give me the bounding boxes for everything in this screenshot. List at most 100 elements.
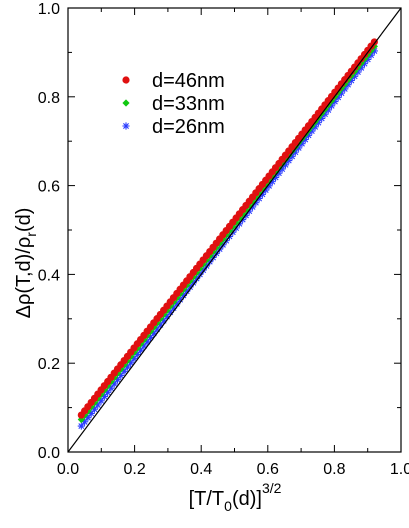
axis-ticks: 0.0 0.2 0.4 0.6 0.8 1.0 0.0 0.2 0.4 0.6 0.8 1.0 <box>38 1 409 478</box>
data-point-d=26nm-32 <box>183 287 191 295</box>
data-point-d=26nm-83 <box>351 72 359 80</box>
data-point-d=26nm-77 <box>331 97 339 106</box>
data-point-d=26nm-69 <box>304 131 313 139</box>
data-point-d=26nm-17 <box>133 350 141 359</box>
data-point-d=26nm-73 <box>318 114 326 123</box>
data-point-d=26nm-74 <box>321 110 329 118</box>
data-point-d=26nm-7 <box>100 392 108 401</box>
data-point-d=26nm-10 <box>110 380 118 388</box>
plot-marks <box>77 38 378 430</box>
data-point-d=26nm-24 <box>156 321 164 329</box>
data-point-d=26nm-12 <box>117 371 125 380</box>
data-point-d=26nm-54 <box>255 194 263 203</box>
data-point-d=26nm-35 <box>192 274 201 283</box>
data-point-d=26nm-11 <box>113 376 122 384</box>
legend-marker-d=33nm <box>122 99 130 107</box>
data-point-d=26nm-27 <box>166 308 174 316</box>
data-point-d=26nm-14 <box>123 363 132 371</box>
data-point-d=26nm-78 <box>334 93 342 101</box>
data-point-d=26nm-61 <box>278 165 286 173</box>
data-point-d=26nm-65 <box>291 148 299 156</box>
data-point-d=26nm-18 <box>136 346 145 354</box>
data-point-d=26nm-37 <box>199 266 207 274</box>
data-point-d=26nm-85 <box>357 64 365 72</box>
legend-label-d=26nm: d=26nm <box>152 116 225 138</box>
x-tick-label-5: 1.0 <box>390 461 409 478</box>
data-point-d=26nm-5 <box>94 401 102 409</box>
reference-line-layer <box>67 7 402 453</box>
y-axis-title-post: (d) <box>13 208 35 232</box>
data-point-d=26nm-23 <box>153 325 161 333</box>
data-point-d=26nm-38 <box>202 262 211 270</box>
data-point-d=26nm-66 <box>295 144 303 152</box>
legend-marker-d=46nm <box>122 76 130 84</box>
legend-label-d=33nm: d=33nm <box>152 93 225 115</box>
data-point-d=26nm-9 <box>107 384 115 392</box>
data-point-d=26nm-71 <box>311 123 319 131</box>
data-point-d=26nm-86 <box>360 60 369 68</box>
x-tick-label-4: 0.8 <box>323 461 345 478</box>
x-axis-title-sub: 0 <box>224 498 232 514</box>
data-point-d=26nm-81 <box>344 81 352 89</box>
legend-label-d=46nm: d=46nm <box>152 70 225 92</box>
data-point-d=26nm-58 <box>268 178 276 186</box>
x-tick-label-2: 0.4 <box>190 461 212 478</box>
data-point-d=26nm-16 <box>130 355 138 363</box>
data-point-d=26nm-60 <box>275 169 283 177</box>
y-tick-label-2: 0.4 <box>38 267 60 284</box>
y-tick-label-1: 0.2 <box>38 356 60 373</box>
data-point-d=26nm-80 <box>341 85 349 93</box>
data-point-d=26nm-40 <box>209 253 217 262</box>
data-point-d=26nm-31 <box>179 291 187 300</box>
data-point-d=26nm-88 <box>367 51 375 59</box>
data-point-d=26nm-75 <box>324 106 332 114</box>
data-point-d=26nm-72 <box>314 119 322 127</box>
data-point-d=26nm-29 <box>173 300 181 308</box>
data-point-d=26nm-26 <box>163 312 171 321</box>
data-point-d=26nm-57 <box>265 182 273 190</box>
reference-line <box>67 7 402 453</box>
data-point-d=26nm-53 <box>252 199 260 207</box>
y-tick-label-3: 0.6 <box>38 179 60 196</box>
y-axis-title-pre: Δρ(T,d)/ρ <box>13 237 35 319</box>
x-tick-label-0: 0.0 <box>57 461 79 478</box>
data-point-d=26nm-13 <box>120 367 128 375</box>
data-point-d=26nm-34 <box>189 279 197 287</box>
data-point-d=26nm-67 <box>298 140 306 148</box>
x-tick-label-1: 0.2 <box>123 461 145 478</box>
data-point-d=26nm-25 <box>160 317 168 325</box>
data-point-d=26nm-82 <box>347 76 355 85</box>
data-point-d=26nm-56 <box>262 186 270 194</box>
data-point-d=26nm-4 <box>90 405 99 413</box>
x-axis-title-main: [T/T <box>189 488 225 510</box>
x-axis-title: [T/T0(d)]3/2 <box>189 480 282 514</box>
data-point-d=26nm-22 <box>150 329 158 337</box>
data-point-d=26nm-62 <box>281 161 290 169</box>
data-point-d=26nm-0 <box>77 422 85 430</box>
data-point-d=26nm-1 <box>81 418 89 426</box>
data-point-d=26nm-3 <box>87 409 95 418</box>
data-point-d=26nm-28 <box>169 304 178 312</box>
data-point-d=26nm-33 <box>186 283 194 291</box>
data-point-d=26nm-30 <box>176 296 184 304</box>
data-point-d=26nm-2 <box>84 414 92 422</box>
data-point-d=26nm-8 <box>104 388 112 396</box>
data-point-d=26nm-79 <box>337 89 346 97</box>
data-point-d=26nm-36 <box>196 270 204 278</box>
y-tick-label-4: 0.8 <box>38 90 60 107</box>
x-axis-title-sup: 3/2 <box>262 480 282 496</box>
data-point-d=26nm-20 <box>143 338 151 346</box>
y-axis-title-sub: r <box>23 232 39 237</box>
data-point-d=26nm-84 <box>354 68 362 76</box>
data-point-d=26nm-55 <box>258 190 267 198</box>
data-point-d=26nm-68 <box>301 135 309 144</box>
data-point-d=26nm-39 <box>206 258 214 266</box>
y-tick-label-0: 0.0 <box>38 445 60 462</box>
data-point-d=26nm-19 <box>140 342 148 350</box>
data-point-d=26nm-6 <box>97 397 105 405</box>
data-point-d=26nm-63 <box>285 156 293 165</box>
legend-marker-d=26nm <box>122 122 130 130</box>
x-axis-title-rest: (d)] <box>232 488 262 510</box>
